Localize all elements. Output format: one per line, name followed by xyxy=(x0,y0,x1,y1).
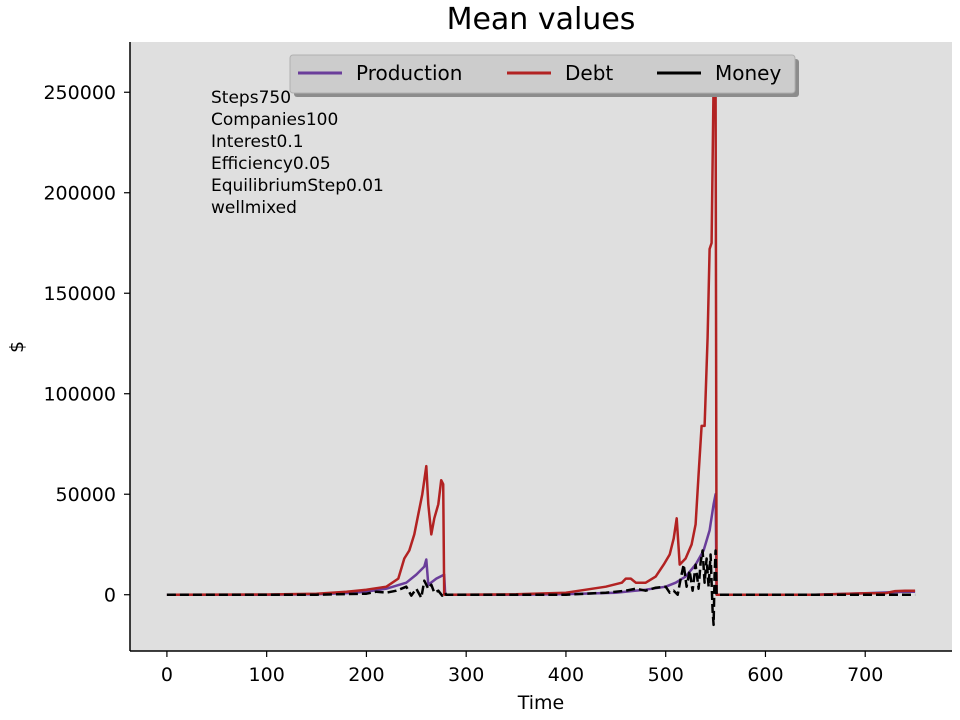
annotation-line: Steps750 xyxy=(211,88,291,108)
x-tick-label: 0 xyxy=(161,664,173,686)
y-tick-label: 250000 xyxy=(43,82,116,104)
annotation-line: Efficiency0.05 xyxy=(211,154,331,174)
y-axis-label: $ xyxy=(6,341,28,353)
x-tick-label: 300 xyxy=(448,664,484,686)
x-ticks: 0 100 200 300 400 500 600 700 xyxy=(161,651,883,686)
legend-items: Production Debt Money xyxy=(298,61,781,85)
y-tick-label: 0 xyxy=(104,585,116,607)
y-ticks: 0 50000 100000 150000 200000 250000 xyxy=(43,82,130,607)
y-tick-label: 50000 xyxy=(56,484,116,506)
annotation-line: Interest0.1 xyxy=(211,132,304,152)
x-tick-label: 400 xyxy=(548,664,584,686)
chart-title: Mean values xyxy=(447,2,636,37)
series-line-debt xyxy=(166,80,916,596)
legend-label-production: Production xyxy=(356,61,462,85)
x-tick-label: 200 xyxy=(348,664,384,686)
x-tick-label: 600 xyxy=(747,664,783,686)
x-tick-label: 100 xyxy=(249,664,285,686)
x-tick-label: 700 xyxy=(847,664,883,686)
x-tick-label: 500 xyxy=(648,664,684,686)
y-tick-label: 200000 xyxy=(43,183,116,205)
annotations-block: Steps750Companies100Interest0.1Efficienc… xyxy=(211,88,384,218)
y-tick-label: 100000 xyxy=(43,384,116,406)
y-tick-label: 150000 xyxy=(43,283,116,305)
annotation-line: EquilibriumStep0.01 xyxy=(211,176,384,196)
plot-background xyxy=(130,42,952,651)
annotation-line: Companies100 xyxy=(211,110,338,130)
series-line-money xyxy=(166,549,916,627)
legend-label-money: Money xyxy=(715,61,781,85)
legend-label-debt: Debt xyxy=(565,61,613,85)
annotation-line: wellmixed xyxy=(211,198,297,218)
series-layer xyxy=(166,80,916,627)
x-axis-label: Time xyxy=(517,692,565,714)
legend: Production Debt Money xyxy=(289,54,799,97)
